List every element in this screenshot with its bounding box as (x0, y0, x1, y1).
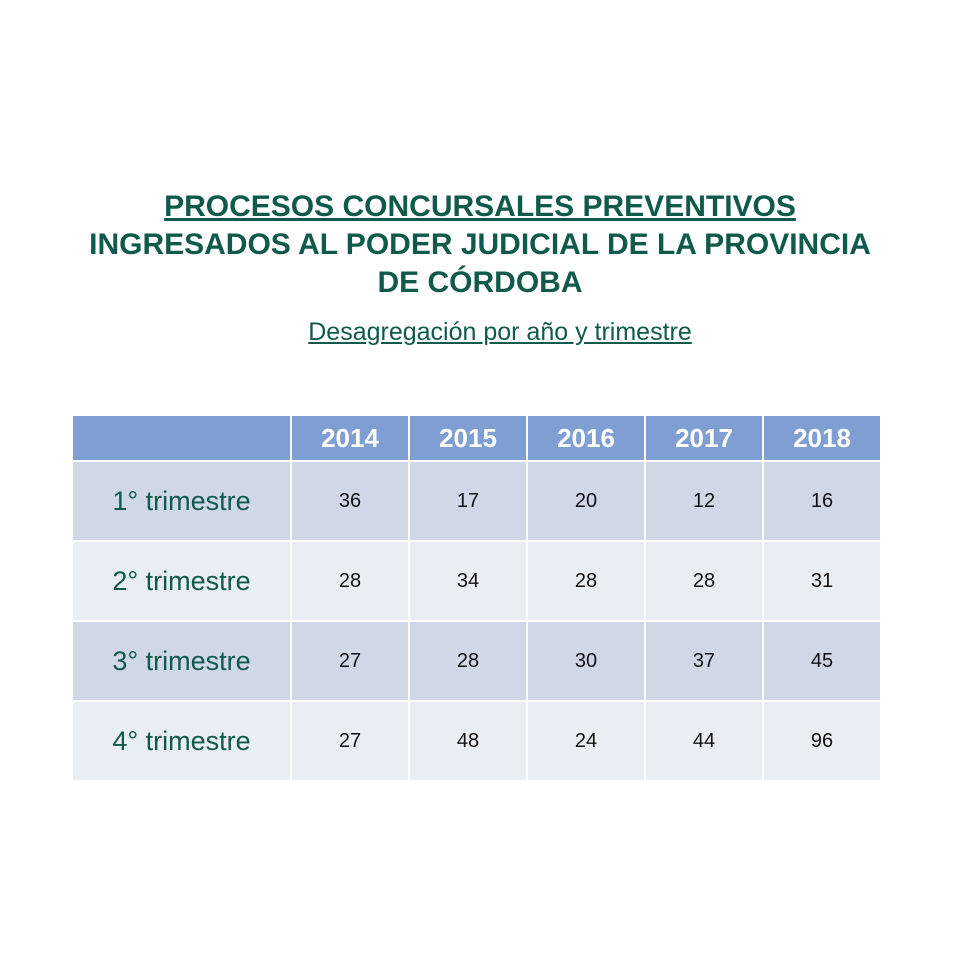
row-label: 3° trimestre (73, 622, 290, 700)
table-row: 3° trimestre 27 28 30 37 45 (73, 622, 880, 700)
header-cell: 2014 (292, 416, 408, 460)
table-cell: 30 (528, 622, 644, 700)
row-label: 2° trimestre (73, 542, 290, 620)
table-cell: 36 (292, 462, 408, 540)
table-row: 2° trimestre 28 34 28 28 31 (73, 542, 880, 620)
row-label: 4° trimestre (73, 702, 290, 780)
table-cell: 34 (410, 542, 526, 620)
table-row: 1° trimestre 36 17 20 12 16 (73, 462, 880, 540)
table-cell: 16 (764, 462, 880, 540)
table-cell: 27 (292, 622, 408, 700)
table-cell: 31 (764, 542, 880, 620)
row-label: 1° trimestre (73, 462, 290, 540)
table-cell: 17 (410, 462, 526, 540)
corner-cell (73, 416, 290, 460)
table-cell: 27 (292, 702, 408, 780)
title-line-2: INGRESADOS AL PODER JUDICIAL DE LA PROVI… (89, 228, 871, 261)
table-cell: 28 (528, 542, 644, 620)
header-cell: 2017 (646, 416, 762, 460)
table-cell: 12 (646, 462, 762, 540)
table-row: 4° trimestre 27 48 24 44 96 (73, 702, 880, 780)
table-cell: 48 (410, 702, 526, 780)
header-row: 2014 2015 2016 2017 2018 (73, 416, 880, 460)
header-cell: 2015 (410, 416, 526, 460)
table-cell: 44 (646, 702, 762, 780)
table-cell: 28 (292, 542, 408, 620)
table-cell: 96 (764, 702, 880, 780)
page-title: PROCESOS CONCURSALES PREVENTIVOS INGRESA… (0, 188, 960, 302)
header-cell: 2016 (528, 416, 644, 460)
table-cell: 37 (646, 622, 762, 700)
title-line-1: PROCESOS CONCURSALES PREVENTIVOS (164, 190, 796, 223)
data-table: 2014 2015 2016 2017 2018 1° trimestre 36 1… (71, 414, 882, 782)
table-cell: 28 (410, 622, 526, 700)
table-cell: 20 (528, 462, 644, 540)
title-line-3: DE CÓRDOBA (377, 266, 583, 299)
subtitle: Desagregación por año y trimestre (308, 318, 692, 346)
header-cell: 2018 (764, 416, 880, 460)
table-cell: 28 (646, 542, 762, 620)
table-cell: 45 (764, 622, 880, 700)
table-cell: 24 (528, 702, 644, 780)
